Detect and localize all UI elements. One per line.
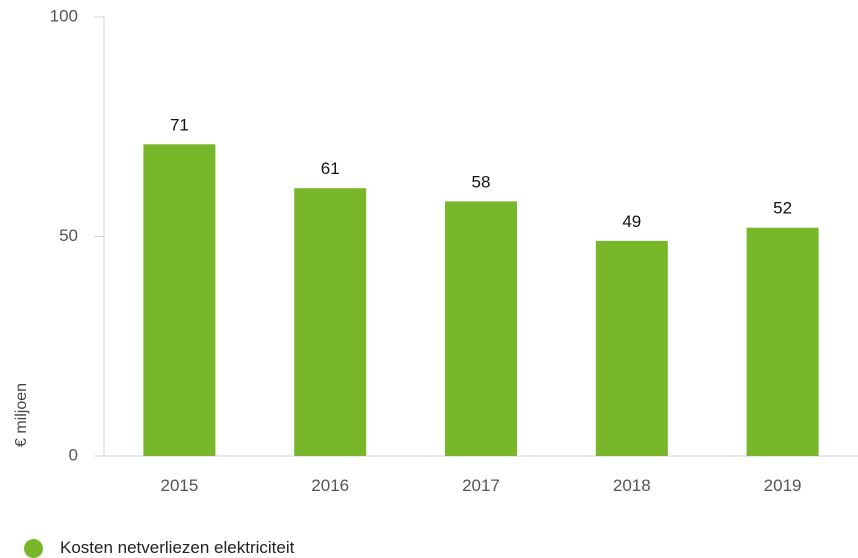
y-tick-label: 0 bbox=[69, 445, 78, 464]
data-labels: 71 61 58 49 52 bbox=[170, 115, 792, 231]
data-label-2015: 71 bbox=[170, 115, 189, 134]
x-tick-label-2017: 2017 bbox=[462, 476, 500, 495]
bar-2017[interactable] bbox=[445, 201, 517, 456]
y-axis-ticks: 0 50 100 bbox=[50, 6, 104, 464]
bar-2019[interactable] bbox=[746, 227, 819, 456]
y-tick-label: 50 bbox=[59, 226, 78, 245]
legend[interactable]: Kosten netverliezen elektriciteit bbox=[24, 538, 294, 558]
data-label-2019: 52 bbox=[773, 199, 792, 218]
bar-2018[interactable] bbox=[595, 240, 668, 456]
bar-2015[interactable] bbox=[143, 144, 216, 456]
legend-swatch bbox=[24, 538, 43, 558]
y-axis-title: € miljoen bbox=[13, 383, 30, 447]
bars bbox=[143, 144, 819, 456]
data-label-2017: 58 bbox=[472, 172, 491, 191]
legend-label: Kosten netverliezen elektriciteit bbox=[60, 538, 295, 557]
bar-2016[interactable] bbox=[294, 188, 367, 456]
y-tick-label: 100 bbox=[50, 6, 78, 25]
bar-chart: 0 50 100 71 61 58 49 52 2015 2016 2017 2018 2019 €… bbox=[13, 6, 858, 495]
x-tick-label-2019: 2019 bbox=[764, 476, 802, 495]
x-tick-label-2016: 2016 bbox=[311, 476, 349, 495]
x-axis-tick-labels: 2015 2016 2017 2018 2019 bbox=[160, 476, 801, 495]
data-label-2018: 49 bbox=[622, 212, 641, 231]
x-tick-label-2015: 2015 bbox=[160, 476, 198, 495]
x-tick-label-2018: 2018 bbox=[613, 476, 651, 495]
data-label-2016: 61 bbox=[321, 159, 340, 178]
